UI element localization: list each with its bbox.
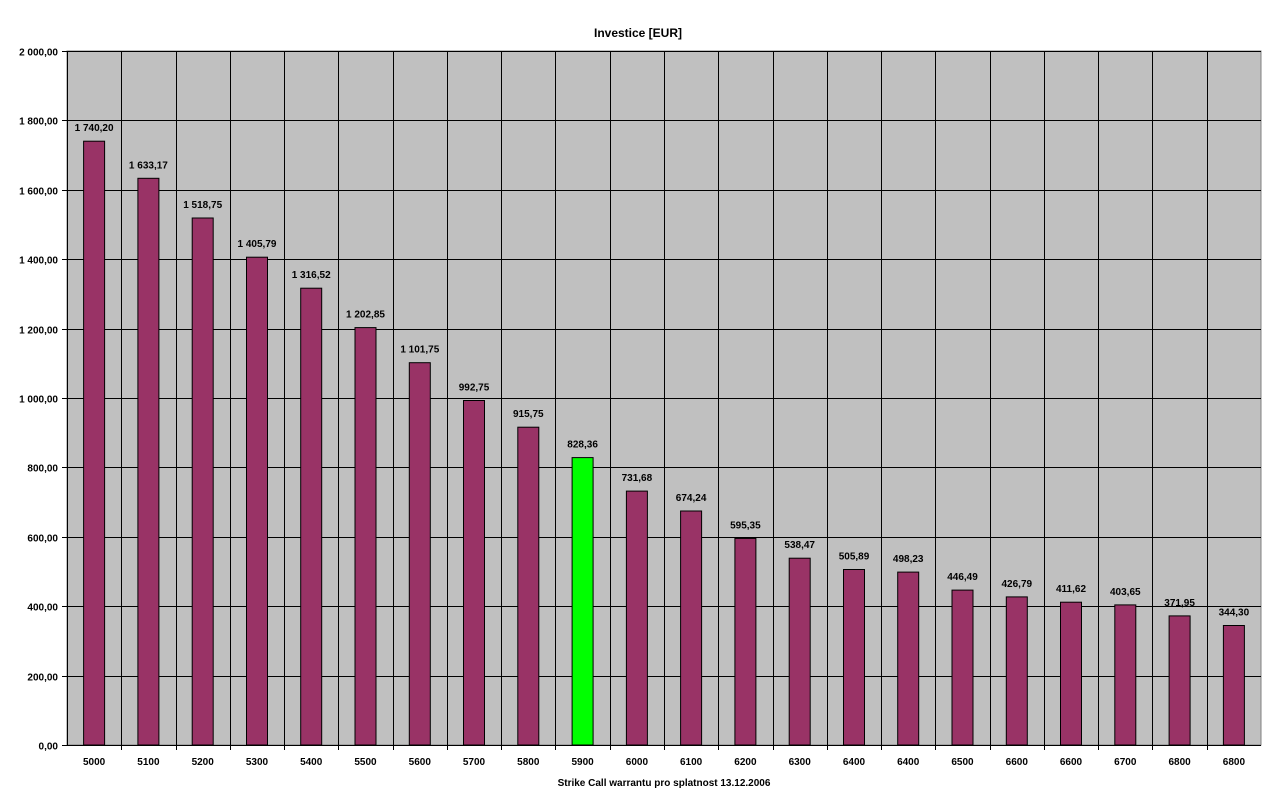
x-tick-label: 6200	[734, 757, 757, 768]
bar-value-label: 1 740,20	[75, 123, 114, 134]
bar	[463, 400, 485, 746]
x-axis-ticks: 5000 5100 5200 5300 5400 5500 5600 5700 5800 5900…	[83, 745, 1245, 768]
x-tick-label: 5600	[409, 757, 432, 768]
bar-value-label: 828,36	[567, 440, 598, 451]
y-tick-label: 200,00	[27, 673, 58, 684]
x-tick-label: 6700	[1114, 757, 1137, 768]
bar-value-label: 446,49	[947, 572, 978, 583]
x-tick-label: 6600	[1060, 757, 1083, 768]
x-tick-label: 6500	[951, 757, 974, 768]
data-labels: 1 740,20 1 633,17 1 518,75 1 405,79 1 316,52…	[75, 123, 1250, 618]
bar	[408, 362, 431, 746]
bar	[571, 457, 594, 746]
x-tick-label: 5800	[517, 757, 540, 768]
bar	[897, 571, 920, 746]
bar	[137, 177, 160, 746]
bar-value-label: 1 405,79	[238, 239, 277, 250]
bar	[191, 217, 214, 746]
x-tick-label: 6300	[789, 757, 812, 768]
bar	[951, 589, 974, 746]
bar-value-label: 1 518,75	[183, 200, 222, 211]
bar	[1222, 625, 1245, 746]
y-tick-label: 1 800,00	[19, 117, 58, 128]
bar	[1005, 596, 1028, 746]
x-tick-label: 5300	[246, 757, 269, 768]
y-tick-label: 2 000,00	[19, 48, 58, 59]
x-axis-label: Strike Call warrantu pro splatnost 13.12…	[558, 778, 771, 789]
bar-value-label: 992,75	[459, 383, 490, 394]
x-tick-label: 5000	[83, 757, 106, 768]
y-tick-label: 400,00	[27, 603, 58, 614]
bar-value-label: 538,47	[784, 540, 815, 551]
y-tick-label: 600,00	[27, 534, 58, 545]
bar-value-label: 731,68	[622, 473, 653, 484]
bars	[83, 140, 1245, 746]
y-tick-label: 800,00	[27, 464, 58, 475]
bar-value-label: 595,35	[730, 520, 761, 531]
bar-value-label: 403,65	[1110, 587, 1141, 598]
y-tick-label: 1 200,00	[19, 326, 58, 337]
bar-value-label: 1 101,75	[400, 345, 439, 356]
bar	[83, 140, 106, 746]
bar-value-label: 498,23	[893, 554, 924, 565]
bar-value-label: 674,24	[676, 493, 707, 504]
bar-value-label: 411,62	[1056, 584, 1086, 595]
bar	[843, 569, 865, 746]
y-tick-label: 0,00	[39, 742, 59, 753]
y-tick-label: 1 400,00	[19, 256, 58, 267]
x-tick-label: 5700	[463, 757, 486, 768]
bar-value-label: 344,30	[1219, 608, 1250, 619]
bar	[517, 426, 540, 746]
bar	[300, 287, 323, 746]
x-tick-label: 6400	[843, 757, 866, 768]
bar	[1114, 604, 1137, 746]
bar-value-label: 1 633,17	[129, 160, 168, 171]
x-tick-label: 6800	[1223, 757, 1246, 768]
bar-value-label: 1 202,85	[346, 310, 385, 321]
x-tick-label: 6400	[897, 757, 920, 768]
x-tick-label: 6600	[1006, 757, 1029, 768]
x-tick-label: 5400	[300, 757, 323, 768]
y-axis-ticks: 0,00 200,00 400,00 600,00 800,00 1 000,00 1 20…	[19, 48, 67, 753]
y-tick-label: 1 000,00	[19, 395, 58, 406]
bar	[1168, 615, 1191, 746]
bar-value-label: 505,89	[839, 552, 870, 563]
x-tick-label: 5900	[571, 757, 594, 768]
x-tick-label: 6100	[680, 757, 703, 768]
bar-value-label: 1 316,52	[292, 270, 331, 281]
bar	[354, 327, 377, 746]
chart-title: Investice [EUR]	[594, 26, 682, 40]
bar-value-label: 915,75	[513, 409, 544, 420]
bar-value-label: 426,79	[1002, 579, 1033, 590]
bar	[734, 537, 757, 746]
x-tick-label: 5500	[354, 757, 377, 768]
bar	[625, 490, 648, 746]
x-tick-label: 5200	[192, 757, 215, 768]
bar	[1060, 601, 1082, 746]
x-tick-label: 6800	[1168, 757, 1191, 768]
x-tick-label: 6000	[626, 757, 649, 768]
x-tick-label: 5100	[137, 757, 160, 768]
bar	[246, 256, 268, 746]
bar	[788, 557, 811, 746]
bar	[680, 510, 703, 746]
bar-value-label: 371,95	[1164, 598, 1195, 609]
y-tick-label: 1 600,00	[19, 187, 58, 198]
